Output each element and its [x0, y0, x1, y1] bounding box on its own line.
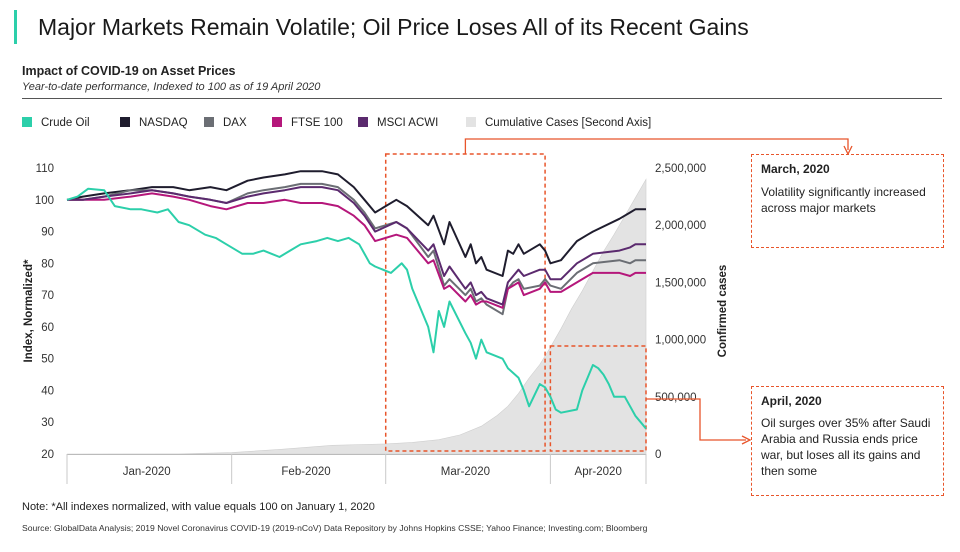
axes-layer: 20 30 40 50 60 70 80 90 100 110 0 500,000 1,000,000 1… — [23, 163, 729, 484]
legend-label: Crude Oil — [41, 117, 90, 129]
y2-tick-label: 1,500,000 — [655, 277, 706, 289]
y-tick-label: 50 — [41, 354, 54, 366]
callout-april: April, 2020 Oil surges over 35% after Sa… — [751, 386, 944, 496]
y-tick-label: 60 — [41, 322, 54, 334]
legend-swatch — [272, 117, 282, 127]
april-connector-arrow — [741, 435, 752, 445]
x-tick-label: Mar-2020 — [441, 466, 490, 478]
legend-label: MSCI ACWI — [377, 117, 438, 129]
x-tick-label: Feb-2020 — [281, 466, 330, 478]
series-line-ftse-100 — [67, 192, 646, 309]
asset-price-chart: Crude Oil NASDAQ DAX FTSE 100 MSCI ACWI Cumul… — [22, 117, 853, 484]
april-connector — [646, 398, 746, 441]
legend-swatch — [120, 117, 130, 127]
y-tick-label: 40 — [41, 385, 54, 397]
legend-label: DAX — [223, 117, 247, 129]
series-line-nasdaq — [66, 170, 646, 277]
y2-axis-title: Confirmed cases — [717, 265, 729, 358]
series-lines-layer — [66, 170, 647, 430]
callout-april-text: Oil surges over 35% after Saudi Arabia a… — [761, 416, 931, 478]
y2-tick-label: 0 — [655, 449, 661, 461]
cases-area-layer — [66, 178, 647, 455]
source-line: Source: GlobalData Analysis; 2019 Novel … — [22, 523, 648, 533]
series-line-crude-oil — [66, 187, 647, 430]
page-title: Major Markets Remain Volatile; Oil Price… — [38, 14, 749, 40]
y-tick-label: 110 — [36, 163, 54, 175]
y-tick-label: 70 — [41, 290, 54, 302]
callout-connectors — [464, 138, 853, 445]
x-tick-label: Apr-2020 — [575, 466, 622, 478]
series-line-dax — [67, 182, 646, 316]
callout-march-heading: March, 2020 — [761, 162, 830, 176]
chart-legend: Crude Oil NASDAQ DAX FTSE 100 MSCI ACWI Cumul… — [22, 117, 651, 129]
callout-march: March, 2020 Volatility significantly inc… — [751, 154, 944, 248]
y2-tick-label: 2,000,000 — [655, 220, 706, 232]
chart-title: Impact of COVID-19 on Asset Prices — [22, 64, 236, 78]
legend-label: FTSE 100 — [291, 117, 343, 129]
y-tick-label: 100 — [35, 195, 54, 207]
y2-tick-label: 1,000,000 — [655, 335, 706, 347]
callout-april-heading: April, 2020 — [761, 394, 822, 408]
cases-area — [66, 178, 647, 455]
accent-bar — [14, 10, 17, 44]
legend-swatch — [466, 117, 476, 127]
header-divider — [22, 98, 942, 99]
y-axis-title: Index, Normalized* — [23, 259, 35, 362]
legend-swatch — [22, 117, 32, 127]
y-tick-label: 20 — [41, 449, 54, 461]
y2-tick-label: 2,500,000 — [655, 163, 706, 175]
x-tick-label: Jan-2020 — [123, 466, 171, 478]
callout-march-text: Volatility significantly increased acros… — [761, 185, 926, 215]
y-tick-label: 80 — [41, 258, 54, 270]
legend-swatch — [358, 117, 368, 127]
y2-tick-label: 500,000 — [655, 392, 697, 404]
footnote: Note: *All indexes normalized, with valu… — [22, 501, 375, 513]
series-line-msci-acwi — [67, 186, 646, 306]
y-tick-label: 30 — [41, 417, 54, 429]
march-connector — [464, 138, 849, 154]
legend-swatch — [204, 117, 214, 127]
legend-label: NASDAQ — [139, 117, 188, 129]
legend-label: Cumulative Cases [Second Axis] — [485, 117, 651, 129]
chart-subtitle: Year-to-date performance, Indexed to 100… — [22, 81, 321, 93]
y-tick-label: 90 — [41, 227, 54, 239]
